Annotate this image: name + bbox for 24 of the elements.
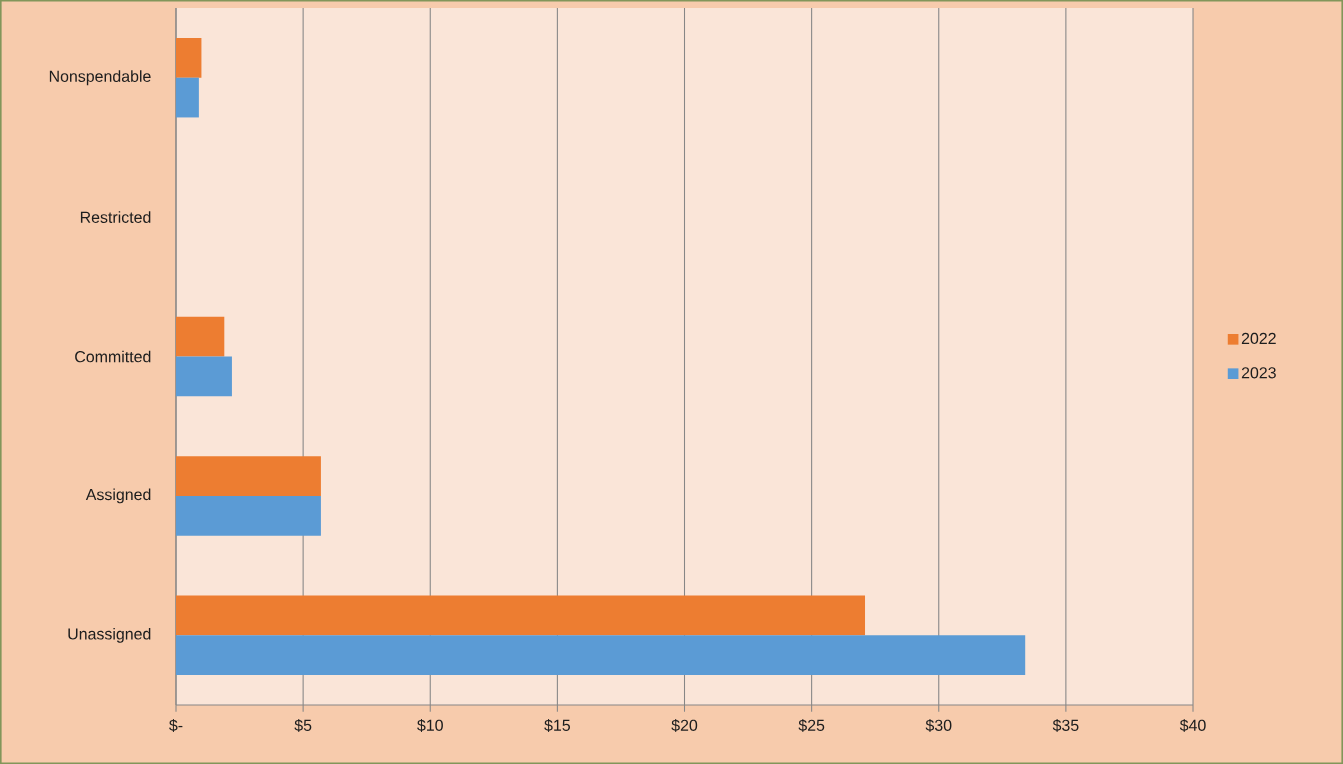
bar — [176, 77, 199, 118]
y-tick-label: Committed — [75, 350, 151, 363]
legend-label: 2023 — [1241, 367, 1276, 379]
x-tick-label: $5 — [294, 719, 312, 732]
y-tick-label: Nonspendable — [49, 70, 151, 86]
bar — [176, 635, 1026, 676]
y-tick-label: Restricted — [80, 211, 151, 223]
x-tick-label: $30 — [925, 719, 952, 732]
y-tick-label: Unassigned — [68, 627, 151, 643]
x-tick-label: $25 — [798, 719, 825, 732]
bar — [176, 595, 866, 636]
x-tick-label: $- — [169, 719, 183, 732]
x-tick-label: $10 — [417, 719, 443, 732]
x-tick-label: $20 — [671, 719, 698, 732]
y-tick-label: Assigned — [85, 488, 151, 504]
x-tick-label: $35 — [1052, 719, 1079, 732]
bar — [176, 495, 321, 536]
legend-label: 2022 — [1241, 332, 1276, 345]
x-tick-label: $15 — [544, 719, 570, 732]
bar — [176, 316, 225, 357]
bar — [176, 456, 321, 496]
bar — [176, 356, 232, 397]
x-tick-label: $40 — [1179, 719, 1206, 732]
bar — [176, 37, 202, 78]
